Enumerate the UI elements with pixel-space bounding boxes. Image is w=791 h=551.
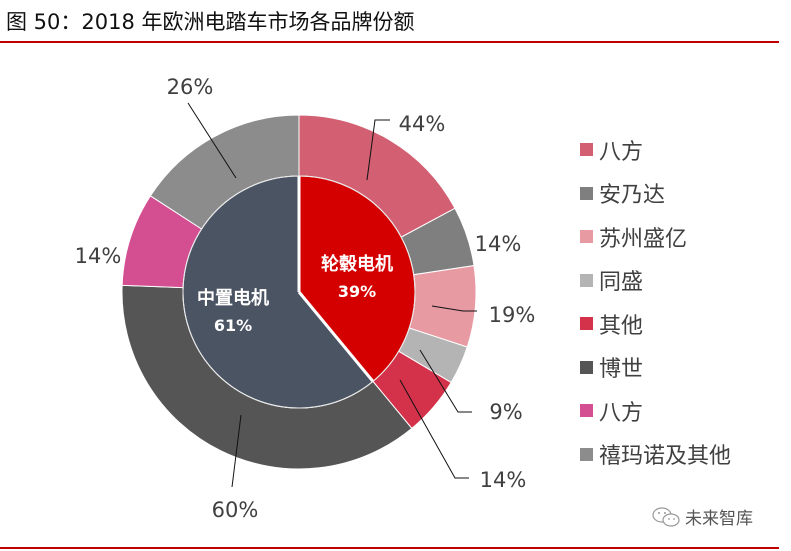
outer-value-label: 14% [480, 468, 527, 492]
leader-line-5 [399, 379, 469, 479]
inner-border [182, 175, 416, 409]
legend-label: 禧玛诺及其他 [599, 444, 732, 470]
leader-line-1 [366, 119, 390, 181]
legend-label: 博世 [599, 357, 644, 383]
outer-value-label: 9% [489, 400, 522, 424]
legend-item: 其他 [580, 302, 731, 346]
title-divider [0, 41, 779, 43]
leader-line-6 [231, 414, 242, 488]
outer-value-label: 26% [167, 75, 214, 99]
legend-swatch [580, 404, 593, 418]
inner-category-label: 中置电机 [197, 287, 269, 309]
watermark-text: 未来智库 [685, 509, 753, 529]
legend-item: 禧玛诺及其他 [580, 433, 731, 477]
legend-swatch [580, 230, 593, 244]
bottom-divider [0, 547, 779, 549]
wechat-icon [652, 506, 680, 527]
legend-item: 博世 [580, 346, 731, 390]
figure-title: 图 50：2018 年欧洲电踏车市场各品牌份额 [6, 10, 415, 34]
chart-legend: 八方 安乃达 苏州盛亿 同盛 其他 博世 八方 禧玛诺及其他 [580, 128, 731, 476]
outer-value-label: 14% [475, 232, 522, 256]
legend-swatch [580, 273, 593, 287]
legend-label: 同盛 [599, 270, 644, 296]
inner-value-label: 61% [214, 316, 252, 335]
legend-swatch [580, 317, 593, 331]
leader-line-3 [431, 305, 477, 312]
legend-item: 安乃达 [580, 172, 731, 216]
legend-swatch [580, 447, 593, 461]
watermark: 未来智库 [651, 504, 753, 529]
inner-category-label: 轮毂电机 [321, 253, 393, 275]
legend-label: 苏州盛亿 [599, 226, 688, 252]
legend-item: 苏州盛亿 [580, 215, 731, 259]
inner-separator-2 [297, 291, 375, 383]
legend-swatch [580, 360, 593, 374]
legend-label: 安乃达 [599, 183, 666, 209]
legend-item: 八方 [580, 389, 731, 433]
legend-swatch [580, 186, 593, 200]
legend-item: 八方 [580, 128, 731, 172]
legend-label: 八方 [599, 400, 644, 426]
legend-label: 八方 [599, 139, 644, 165]
legend-label: 其他 [599, 313, 644, 339]
leader-line-8 [187, 102, 237, 179]
outer-value-label: 60% [212, 498, 259, 522]
outer-value-label: 14% [75, 244, 122, 268]
leader-line-4 [419, 349, 472, 413]
legend-swatch [580, 143, 593, 157]
inner-value-label: 39% [338, 282, 376, 301]
outer-value-label: 44% [399, 112, 446, 136]
outer-value-label: 19% [489, 303, 536, 327]
legend-item: 同盛 [580, 259, 731, 303]
